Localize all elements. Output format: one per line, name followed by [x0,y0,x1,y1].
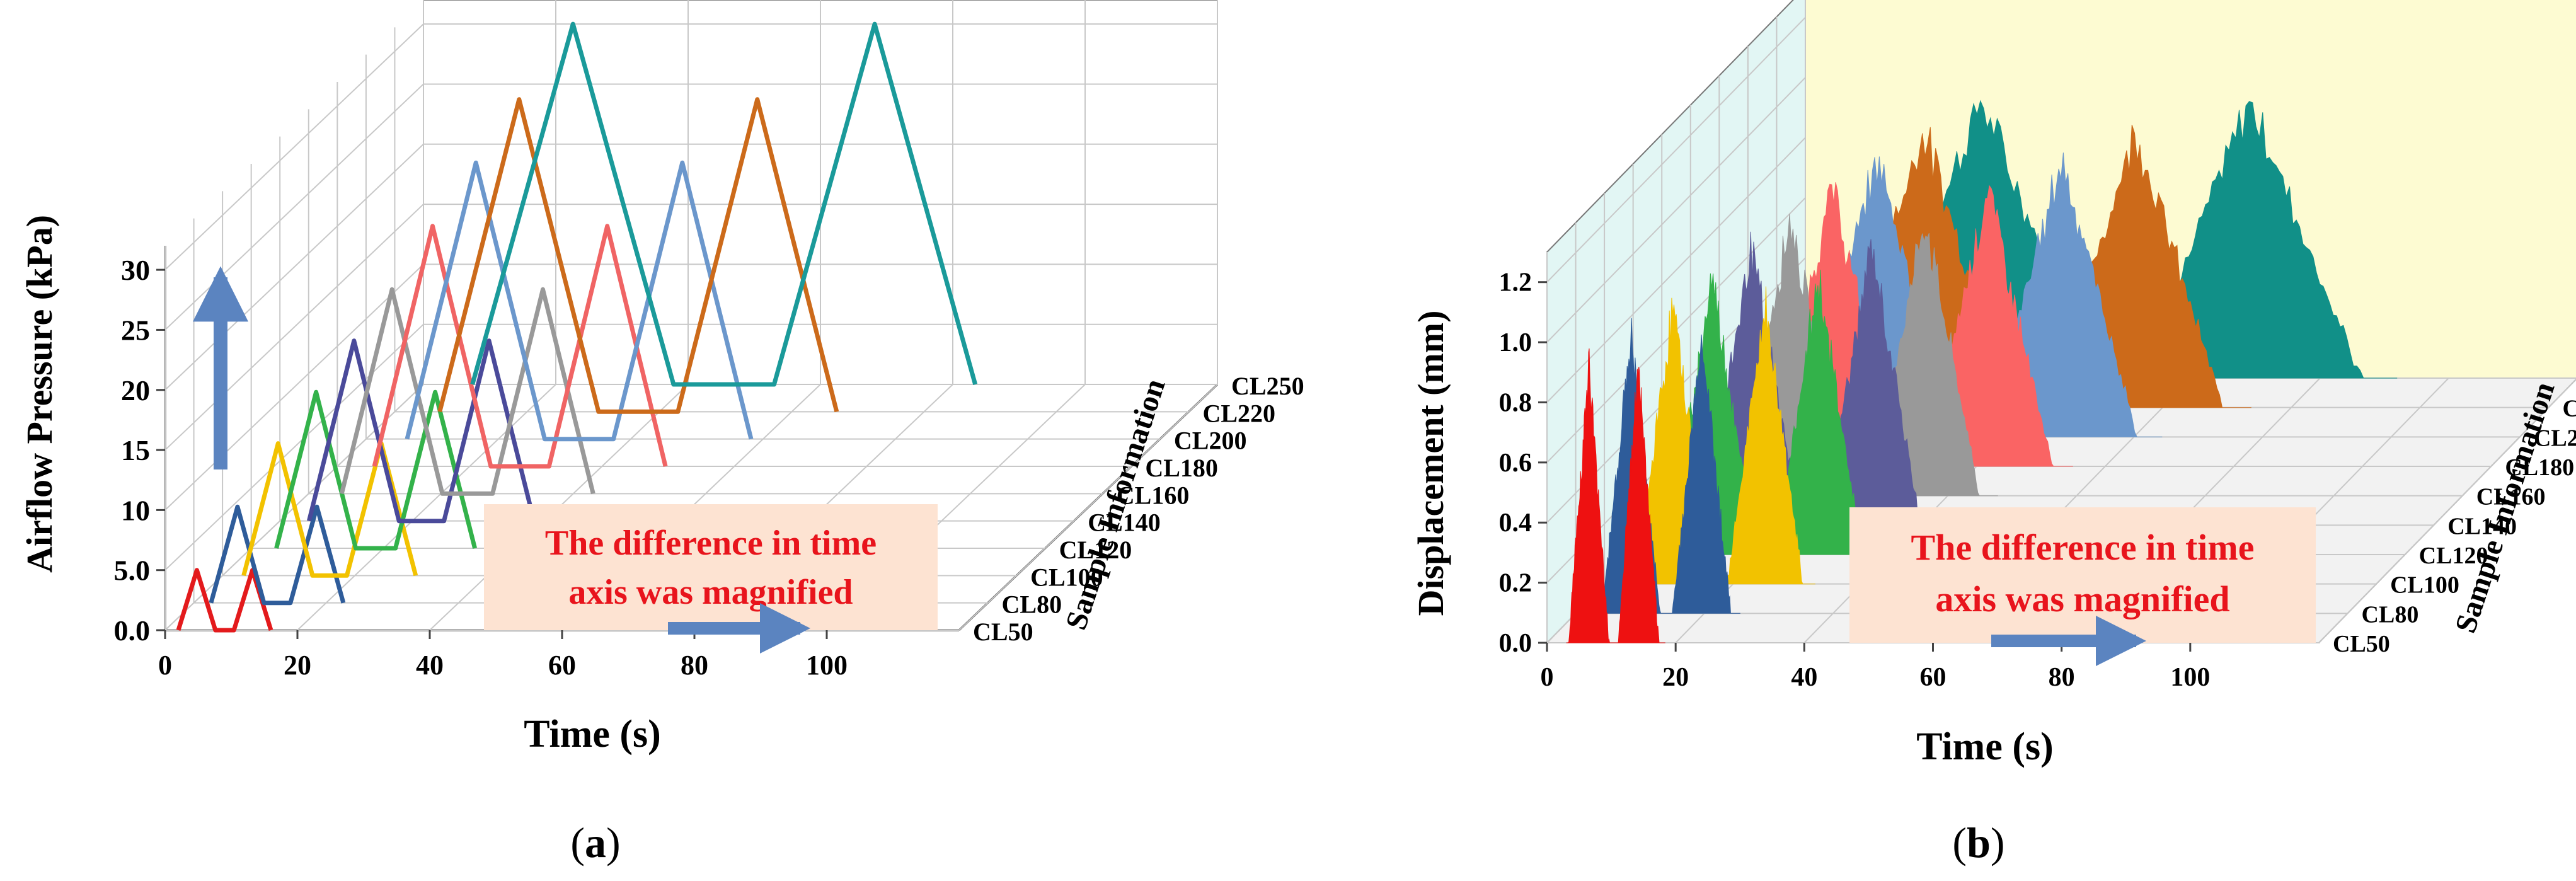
panel-a-x-ticks: 0 20 40 60 80 100 [158,630,848,681]
panel-b-sample-tick-label: CL140 [2447,513,2517,539]
panel-a-x-tick-label: 60 [548,650,576,681]
panel-a-y-tick-label: 10 [121,494,150,526]
panel-b-x-tick-label: 100 [2170,663,2210,692]
panel-a-series-cl180 [372,224,668,469]
panel-a-x-tick-label: 80 [681,650,708,681]
panel-a-x-tick-label: 0 [158,650,172,681]
panel-b-sample-tick-label: CL80 [2362,601,2419,628]
panel-a-series-cl80 [209,504,346,606]
panel-a-annotation-line-1: The difference in time [545,524,877,563]
panel-b-y-tick-label: 0.6 [1499,449,1532,478]
panel-b-y-axis-label: Displacement (mm) [1410,311,1451,616]
panel-b-x-tick-label: 20 [1662,663,1689,692]
panel-b-annotation-line-1: The difference in time [1911,527,2255,568]
panel-b-sample-tick-label: CL100 [2390,572,2459,599]
panel-b-annotation-box [1849,507,2316,643]
panel-a-sample-tick-label: CL200 [1174,427,1247,455]
panel-a-y-tick-label: 25 [121,314,150,346]
panel-a-y-tick-label: 30 [121,254,150,286]
panel-a-series-cl200 [405,160,754,442]
panel-a-sample-tick-label: CL50 [973,618,1033,646]
panel-a-sample-ticks: CL50CL80CL100CL120CL140CL160CL180CL200CL… [973,372,1304,646]
panel-a-x-tick-label: 40 [416,650,444,681]
panel-a-series-cl120 [274,389,477,551]
panel-b-sample-tick-label: CL160 [2476,484,2546,510]
panel-a-y-tick-label: 20 [121,374,150,406]
panel-a-series-cl160 [339,287,595,496]
panel-a-annotation-line-2: axis was magnified [568,573,853,612]
panel-b-x-axis-label: Time (s) [1916,725,2054,768]
panel-b-x-tick-label: 0 [1541,663,1554,692]
panel-b-annotation-line-2: axis was magnified [1935,579,2229,619]
panel-b-series [1566,100,2398,643]
panel-b-sample-tick-label: CL200 [2534,425,2576,451]
panel-a-sample-tick-label: CL80 [1002,590,1062,619]
panel-a-y-tick-label: 0.0 [114,614,151,647]
panel-a-x-tick-label: 20 [284,650,311,681]
panel-a-sample-tick-label: CL100 [1030,563,1103,591]
panel-a-sample-tick-label: CL160 [1117,481,1190,509]
panel-a-y-tick-label: 15 [121,434,150,466]
panel-a-x-axis-label: Time (s) [524,713,661,756]
panel-b-sample-tick-label: CL50 [2333,631,2390,657]
panel-a-label: (a) [570,819,620,867]
panel-a-series [176,21,978,633]
panel-b-x-tick-label: 40 [1791,663,1817,692]
panel-b-y-tick-label: 0.2 [1499,569,1532,598]
panel-b-sample-tick-label: CL180 [2505,454,2574,481]
panel-a-series-cl220 [437,97,839,414]
panel-a-y-axis-label: Airflow Pressure (kPa) [19,215,60,573]
panel-b-sample-tick-label: CL120 [2419,543,2488,569]
panel-b-y-tick-label: 0.8 [1499,388,1532,417]
panel-b-y-tick-label: 1.0 [1499,328,1532,357]
panel-b-sample-tick-label: CL220 [2562,396,2576,422]
panel-b-y-tick-label: 0.4 [1499,509,1532,538]
panel-a-y-tick-label: 5.0 [114,555,151,587]
panel-b-x-tick-label: 80 [2049,663,2075,692]
panel-b-series-cl50 [1566,348,1665,643]
panel-a-sample-tick-label: CL250 [1231,372,1304,400]
panel-b-y-tick-label: 0.0 [1499,629,1532,658]
panel-a-y-ticks: 0.0 5.0 10 15 20 25 30 [114,254,165,647]
panel-b-x-tick-label: 60 [1920,663,1946,692]
panel-a-annotation-box [484,504,938,630]
panel-a-sample-tick-label: CL140 [1088,509,1161,537]
panel-a-series-cl250 [470,21,978,387]
panel-b-y-tick-label: 1.2 [1499,268,1532,297]
panel-a-sample-tick-label: CL220 [1202,399,1275,427]
panel-a-x-tick-label: 100 [806,650,848,681]
panel-b: 0.00.20.40.60.81.01.2 0 20 40 60 80 100 CL50C… [1410,0,2576,867]
panel-b-y-ticks: 0.0 0.2 0.4 0.6 0.8 1.0 1.2 [1499,268,1547,658]
panel-a-series-cl140 [307,338,536,524]
panel-b-label: (b) [1952,819,2004,867]
panel-b-x-ticks: 0 20 40 60 80 100 [1541,643,2210,692]
panel-a-sample-tick-label: CL180 [1145,454,1218,482]
panel-a-sample-tick-label: CL120 [1059,536,1132,564]
